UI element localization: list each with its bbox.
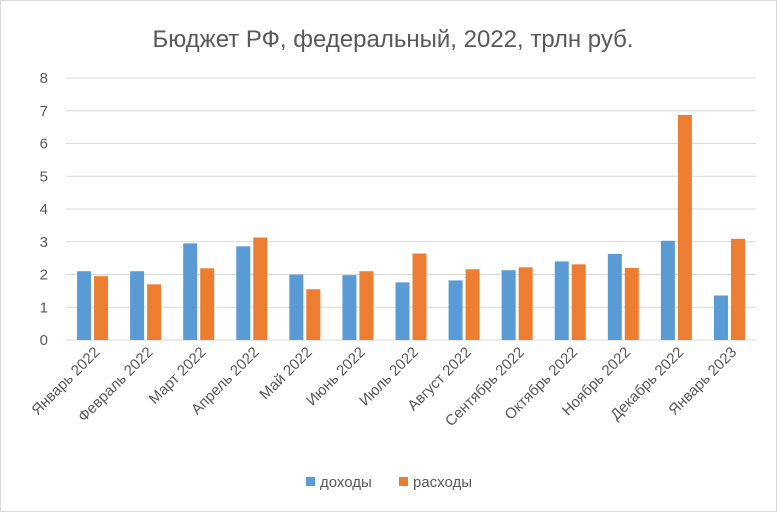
legend-swatch	[399, 477, 408, 486]
bar-dohody	[183, 243, 198, 340]
bar-dohody	[713, 295, 728, 340]
y-tick-label: 7	[40, 103, 48, 120]
bar-rashody	[518, 267, 533, 340]
y-tick-label: 0	[40, 332, 48, 349]
bar-rashody	[306, 289, 321, 340]
bar-rashody	[147, 284, 162, 340]
y-tick-label: 6	[40, 136, 48, 153]
bar-rashody	[412, 253, 427, 340]
chart-title: Бюджет РФ, федеральный, 2022, трлн руб.	[152, 26, 633, 53]
bar-dohody	[607, 253, 622, 340]
y-tick-label: 4	[40, 201, 48, 218]
y-tick-label: 8	[40, 70, 48, 87]
y-tick-label: 3	[40, 234, 48, 251]
bar-dohody	[77, 271, 92, 340]
bar-dohody	[395, 282, 410, 340]
bar-rashody	[94, 276, 109, 340]
bar-rashody	[359, 271, 374, 340]
bar-rashody	[730, 238, 745, 340]
y-tick-label: 2	[40, 267, 48, 284]
legend-label: доходы	[320, 474, 372, 491]
bar-dohody	[448, 280, 463, 340]
y-tick-label: 5	[40, 168, 48, 185]
bar-dohody	[289, 274, 304, 340]
bar-rashody	[677, 115, 692, 340]
legend-label: расходы	[413, 474, 472, 491]
bar-rashody	[571, 264, 586, 340]
bar-rashody	[200, 268, 215, 340]
bar-dohody	[660, 240, 675, 340]
bar-dohody	[130, 271, 145, 340]
bar-dohody	[554, 261, 569, 340]
bar-rashody	[624, 267, 639, 340]
bar-dohody	[342, 275, 357, 340]
bar-rashody	[253, 237, 268, 340]
bar-rashody	[465, 269, 480, 340]
y-tick-label: 1	[40, 299, 48, 316]
legend-swatch	[306, 477, 315, 486]
bar-dohody	[501, 270, 516, 340]
bar-dohody	[236, 246, 251, 340]
